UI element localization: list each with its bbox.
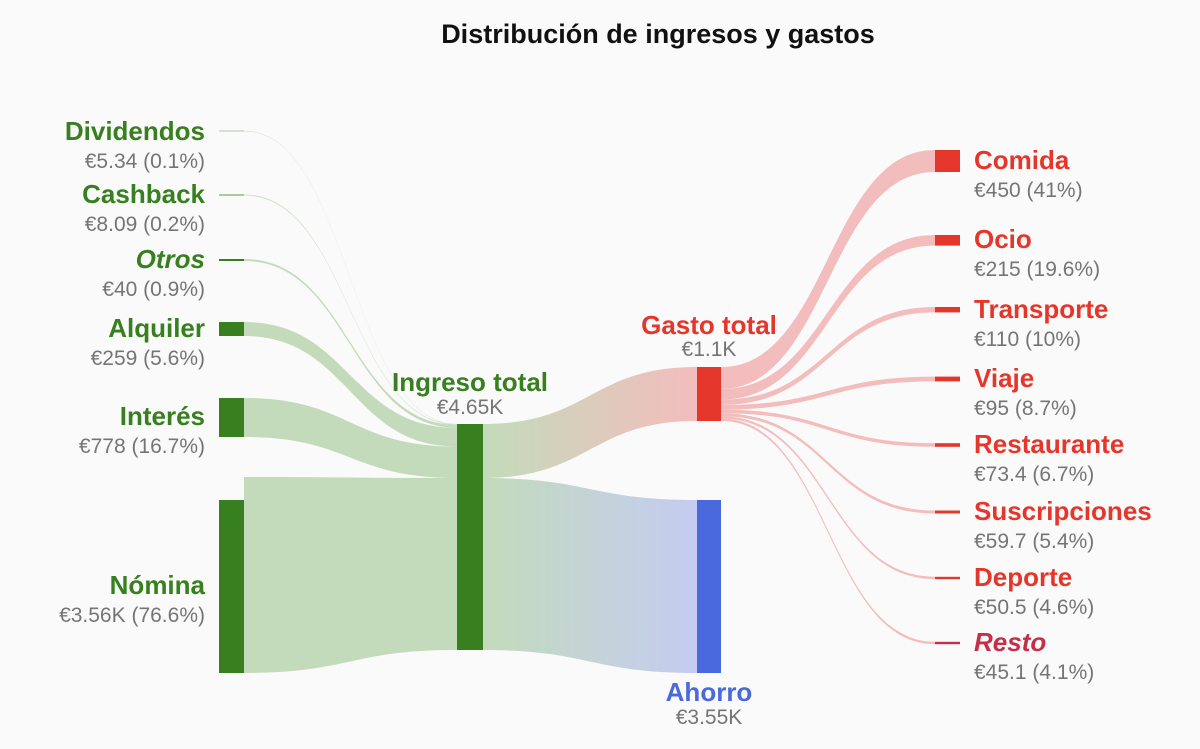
- label-resto: Resto: [974, 627, 1046, 657]
- node-bar-otros: [219, 259, 244, 261]
- value-restaurante: €73.4 (6.7%): [974, 463, 1094, 486]
- node-bar-restaurante: [935, 443, 960, 447]
- label-deporte: Deporte: [974, 562, 1072, 592]
- link-resto: [721, 418, 935, 645]
- label-comida: Comida: [974, 145, 1070, 175]
- node-bar-ocio: [935, 235, 960, 246]
- node-bar-transporte: [935, 307, 960, 313]
- node-bar-gasto-total: [697, 367, 721, 421]
- expense-labels: Comida €450 (41%) Ocio €215 (19.6%) Tran…: [974, 145, 1152, 684]
- value-deporte: €50.5 (4.6%): [974, 596, 1094, 619]
- income-labels: Dividendos €5.34 (0.1%) Cashback €8.09 (…: [59, 116, 205, 627]
- node-bar-suscripciones: [935, 510, 960, 514]
- link-transporte: [721, 307, 935, 405]
- node-bar-comida: [935, 150, 960, 172]
- label-ingreso-total: Ingreso total: [392, 367, 548, 397]
- value-comida: €450 (41%): [974, 179, 1083, 202]
- node-bar-ahorro: [697, 500, 721, 673]
- label-cashback: Cashback: [82, 179, 205, 209]
- value-dividendos: €5.34 (0.1%): [85, 150, 205, 173]
- label-restaurante: Restaurante: [974, 429, 1124, 459]
- node-bar-viaje: [935, 376, 960, 382]
- value-nomina: €3.56K (76.6%): [59, 604, 205, 627]
- label-gasto-total: Gasto total: [641, 310, 777, 340]
- link-nomina: [244, 477, 457, 673]
- income-links: [244, 130, 457, 673]
- value-suscripciones: €59.7 (5.4%): [974, 530, 1094, 553]
- link-restaurante: [721, 409, 935, 447]
- link-deporte: [721, 416, 935, 580]
- label-otros: Otros: [136, 244, 205, 274]
- label-suscripciones: Suscripciones: [974, 496, 1152, 526]
- node-bar-cashback: [219, 194, 244, 196]
- value-otros: €40 (0.9%): [102, 278, 205, 301]
- link-viaje: [721, 376, 935, 410]
- value-resto: €45.1 (4.1%): [974, 661, 1094, 684]
- node-bar-nomina: [219, 500, 244, 673]
- node-bar-deporte: [935, 576, 960, 580]
- label-ocio: Ocio: [974, 224, 1032, 254]
- link-interes: [244, 398, 457, 478]
- label-nomina: Nómina: [110, 570, 206, 600]
- node-bar-alquiler: [219, 322, 244, 336]
- value-viaje: €95 (8.7%): [974, 397, 1077, 420]
- link-gasto-total: [483, 367, 697, 478]
- link-alquiler: [244, 322, 457, 447]
- link-ocio: [721, 235, 935, 400]
- value-ingreso-total: €4.65K: [437, 396, 504, 419]
- label-ahorro: Ahorro: [666, 677, 753, 707]
- node-bar-interes: [219, 398, 244, 437]
- value-interes: €778 (16.7%): [79, 435, 205, 458]
- value-transporte: €110 (10%): [974, 328, 1081, 351]
- node-bar-resto: [935, 641, 960, 645]
- income-nodes: [219, 130, 244, 673]
- link-ahorro: [483, 478, 697, 673]
- link-otros: [244, 259, 457, 428]
- node-bar-ingreso-total: [457, 424, 483, 650]
- value-ocio: €215 (19.6%): [974, 258, 1100, 281]
- chart-title: Distribución de ingresos y gastos: [441, 19, 875, 49]
- expense-links: [721, 150, 935, 645]
- value-ahorro: €3.55K: [676, 706, 743, 729]
- link-suscripciones: [721, 413, 935, 514]
- value-gasto-total: €1.1K: [682, 338, 737, 361]
- label-dividendos: Dividendos: [65, 116, 205, 146]
- expense-nodes: [935, 150, 960, 645]
- label-interes: Interés: [120, 401, 205, 431]
- label-transporte: Transporte: [974, 294, 1108, 324]
- value-cashback: €8.09 (0.2%): [85, 213, 205, 236]
- value-alquiler: €259 (5.6%): [91, 347, 205, 370]
- link-comida: [721, 150, 935, 389]
- label-viaje: Viaje: [974, 363, 1034, 393]
- label-alquiler: Alquiler: [108, 313, 205, 343]
